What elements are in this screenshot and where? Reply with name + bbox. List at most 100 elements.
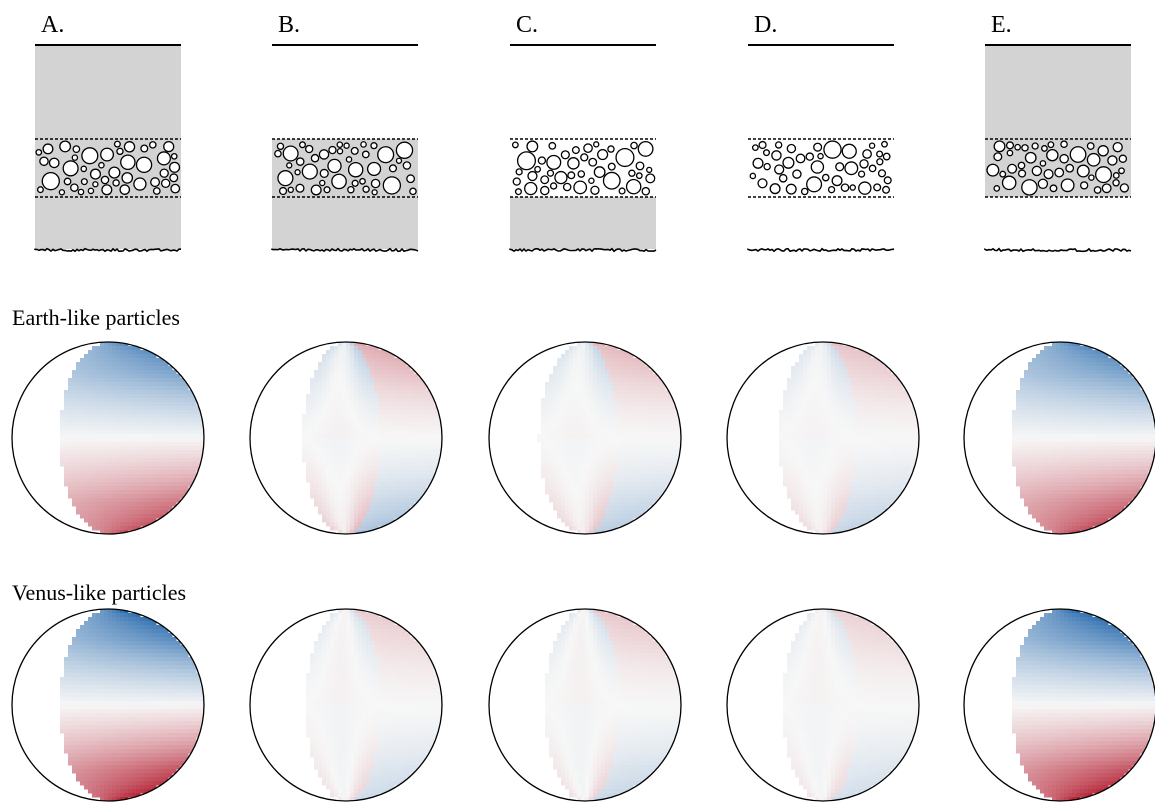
particle [328, 159, 341, 172]
particle [513, 142, 519, 148]
venus-disk-d [727, 609, 920, 802]
particle [775, 165, 784, 174]
particle [796, 154, 805, 163]
particle [1119, 155, 1126, 162]
particle [1089, 175, 1094, 180]
particle [1055, 168, 1064, 177]
particle [171, 184, 180, 193]
polarization-map [302, 342, 443, 535]
particle [42, 173, 59, 190]
particle [636, 162, 644, 170]
particle [120, 185, 129, 194]
particle [758, 179, 767, 188]
particle [1087, 143, 1094, 150]
ground-surface [985, 249, 1131, 252]
particle [300, 142, 306, 148]
particle [311, 185, 321, 195]
particle [288, 187, 293, 192]
particle [859, 182, 871, 194]
particle [608, 163, 615, 170]
particle [1087, 154, 1099, 166]
particle [407, 175, 415, 183]
particle [832, 176, 842, 186]
particle [548, 170, 554, 176]
particle [63, 161, 78, 176]
ground-surface [748, 249, 894, 252]
particle [619, 188, 625, 194]
particle [627, 180, 641, 194]
particle [396, 142, 412, 158]
particle [43, 144, 53, 154]
particle [584, 144, 592, 152]
particle [581, 154, 588, 161]
particle [783, 157, 794, 168]
panel-label: A. [41, 12, 64, 38]
ground-surface [510, 249, 656, 252]
particle [1048, 142, 1054, 148]
particle [994, 186, 999, 191]
particle [638, 142, 653, 157]
cloud-particles [513, 141, 655, 195]
particle [101, 176, 108, 183]
particle [91, 169, 101, 179]
particle [1077, 165, 1089, 177]
particle [332, 174, 346, 188]
particle [574, 181, 587, 194]
particle [150, 142, 156, 148]
particle [994, 153, 1002, 161]
particle [642, 188, 649, 195]
particle [538, 157, 545, 164]
particle [117, 148, 123, 154]
particle [81, 179, 87, 185]
polarization-map [1012, 342, 1155, 535]
cloud-particles [750, 141, 891, 195]
schematic-b: B. [272, 12, 418, 251]
particle [60, 141, 71, 152]
polarization-map [60, 609, 205, 802]
particle [883, 153, 890, 160]
particle [1032, 166, 1041, 175]
earth-disk-b [250, 342, 443, 535]
polarization-map [779, 342, 920, 535]
particle [1081, 182, 1088, 189]
ground-surface [35, 249, 181, 252]
particle [363, 151, 369, 157]
particle [1070, 147, 1086, 163]
particle [994, 141, 1005, 152]
particle [516, 169, 522, 175]
particle [164, 142, 174, 152]
particle [1113, 143, 1122, 152]
particle [551, 183, 557, 189]
particle [541, 176, 549, 184]
particle [513, 178, 520, 185]
particle [170, 162, 180, 172]
particle [814, 143, 822, 151]
particle [874, 184, 881, 191]
earth-row-title: Earth-like particles [12, 305, 180, 331]
particle [109, 167, 120, 178]
schematic-d: D. [748, 12, 894, 251]
particle [541, 186, 549, 194]
particle [806, 153, 813, 160]
particle [50, 158, 59, 167]
particle [73, 146, 79, 152]
particle [518, 152, 536, 170]
panel-label: E. [991, 12, 1012, 38]
particle [869, 165, 875, 171]
particle [1114, 173, 1120, 179]
particle [631, 142, 637, 148]
particle [277, 143, 283, 149]
particle [337, 142, 342, 147]
particle [1015, 145, 1020, 150]
particle [154, 188, 160, 194]
particle [629, 170, 635, 176]
particle [589, 158, 597, 166]
particle [363, 186, 369, 192]
particle [568, 172, 575, 179]
particle [573, 147, 580, 154]
particle [1038, 179, 1047, 188]
particle [295, 170, 300, 175]
particle [137, 157, 152, 172]
particle [1050, 185, 1057, 192]
particle [786, 184, 796, 194]
